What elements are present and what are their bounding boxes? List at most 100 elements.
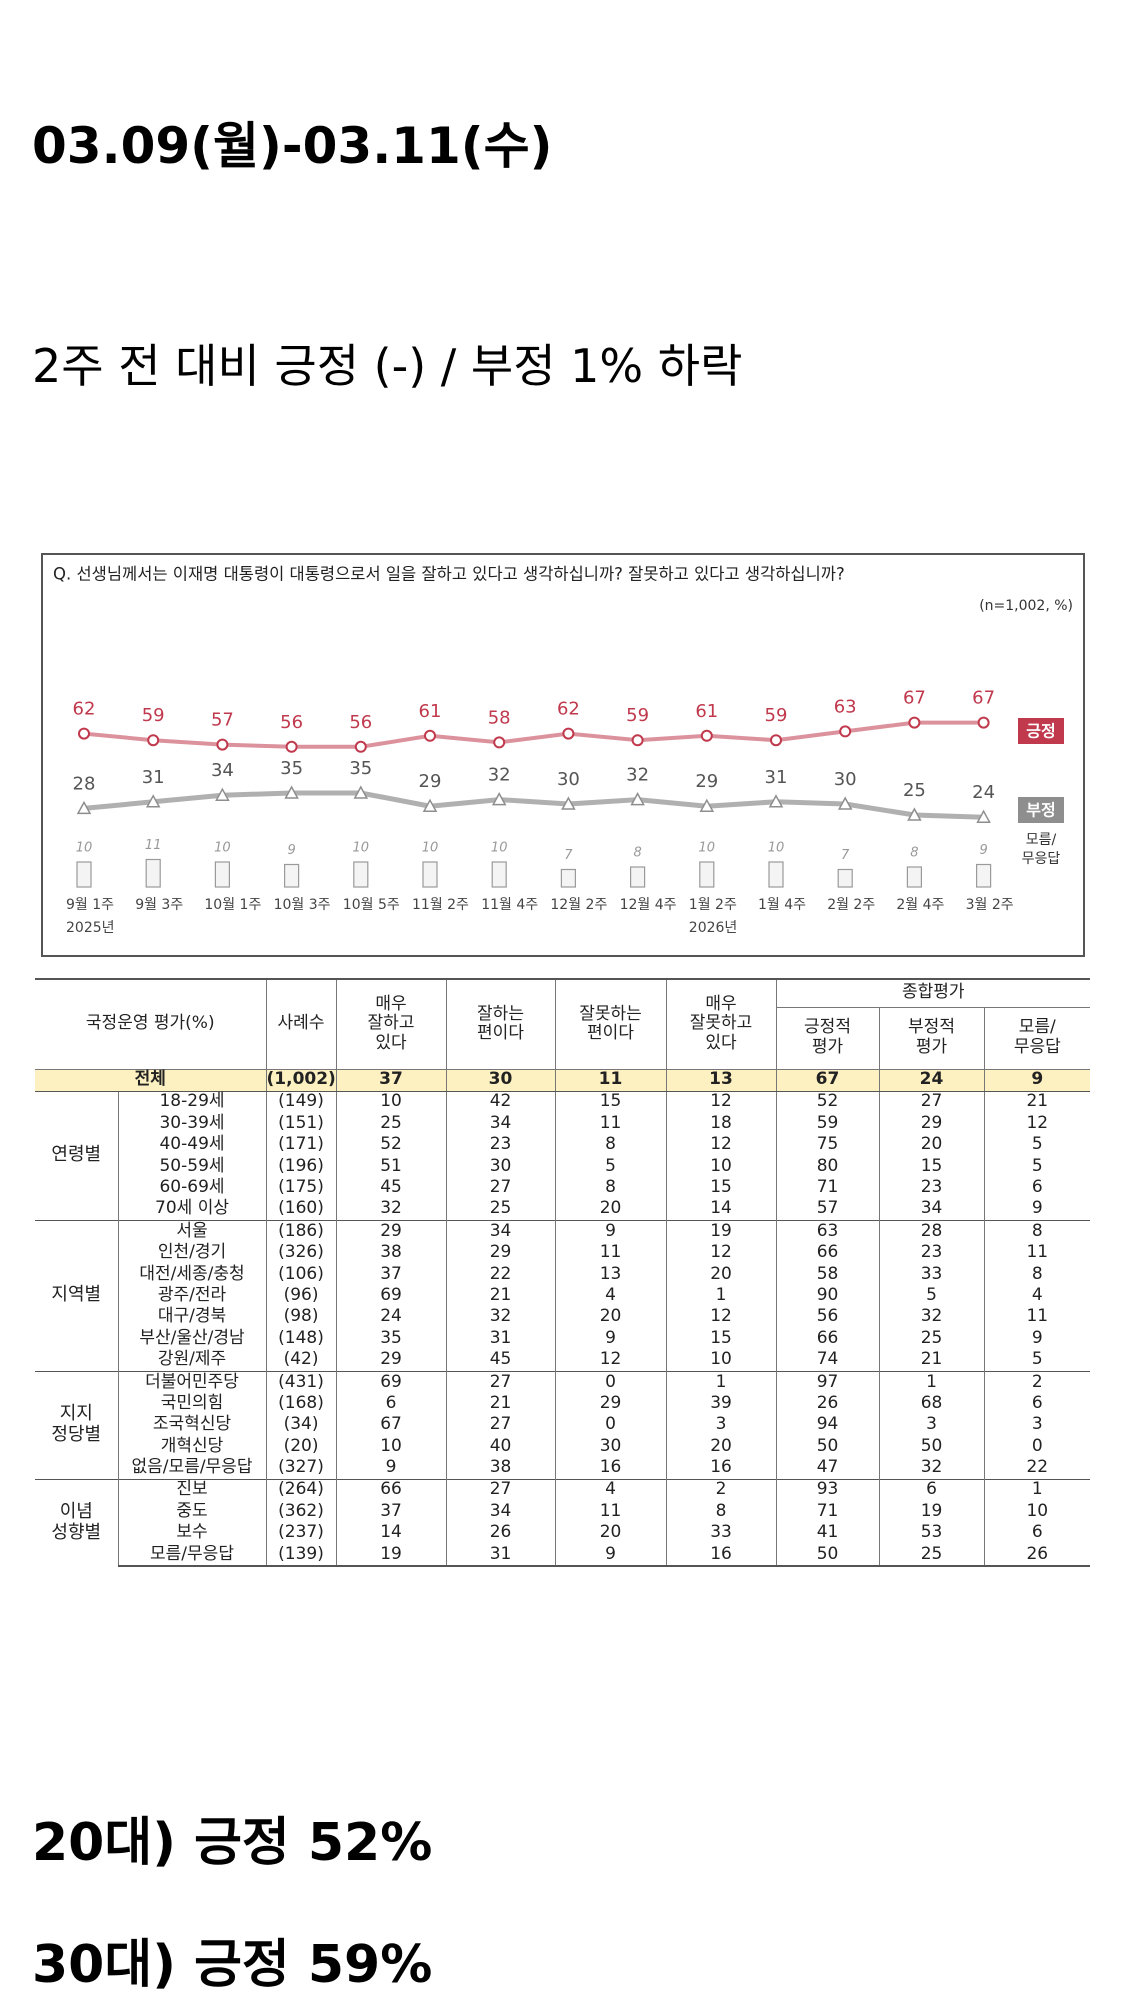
cell: 52 xyxy=(776,1090,880,1113)
cell: 97 xyxy=(776,1370,880,1393)
data-label: 59 xyxy=(626,705,649,726)
point xyxy=(630,792,645,806)
data-row: 대전/세종/충청 (106) 37 22 13 20 58 33 8 xyxy=(35,1264,1090,1286)
cell: 16 xyxy=(666,1457,777,1480)
point xyxy=(422,798,438,812)
cell: 24 xyxy=(879,1069,985,1092)
bar xyxy=(975,863,992,888)
cell: 20 xyxy=(879,1134,985,1156)
cell: 29 xyxy=(336,1349,447,1372)
cell: 4 xyxy=(1031,1284,1043,1305)
cell: 25 xyxy=(879,1544,985,1568)
cell: 93 xyxy=(776,1478,880,1501)
sample-size: (148) xyxy=(266,1328,337,1350)
x-tick-label: 2월 2주 xyxy=(827,897,875,913)
sample-size: (139) xyxy=(266,1544,337,1568)
cell: 26 xyxy=(984,1544,1091,1568)
data-label: 35 xyxy=(349,758,372,779)
cell: 40 xyxy=(446,1436,556,1458)
data-row: 모름/무응답 (139) 19 31 9 16 50 25 26 xyxy=(35,1544,1091,1568)
data-label: 34 xyxy=(211,760,234,781)
data-label: 56 xyxy=(349,712,372,733)
data-row: 연령별 18-29세 (149) 10 42 15 12 52 27 21 xyxy=(35,1090,1091,1221)
bar xyxy=(214,861,230,888)
sample-size: (96) xyxy=(266,1285,337,1307)
cell: 1 xyxy=(666,1285,777,1307)
cell: 9 xyxy=(555,1328,667,1350)
cell: 10 xyxy=(1026,1500,1049,1521)
legend-label: 모름/무응답 xyxy=(1022,832,1061,867)
cell: 31 xyxy=(446,1328,556,1350)
data-label: 30 xyxy=(834,769,857,790)
sample-size: (171) xyxy=(266,1134,337,1156)
cell: 67 xyxy=(336,1414,447,1436)
sample-size: (196) xyxy=(266,1156,337,1178)
cell: 13 xyxy=(555,1264,667,1286)
cell: 66 xyxy=(336,1478,447,1501)
cell: 12 xyxy=(666,1242,777,1264)
bar xyxy=(284,863,300,888)
cell: 20 xyxy=(555,1198,667,1221)
cell: 41 xyxy=(776,1522,880,1544)
cell: 23 xyxy=(879,1242,985,1264)
cell: 28 xyxy=(879,1219,985,1243)
x-tick-label: 12월 4주 xyxy=(620,897,677,913)
cell: 29 xyxy=(555,1393,667,1415)
cell: 16 xyxy=(555,1457,667,1480)
data-label: 8 xyxy=(910,846,918,861)
cell: 57 xyxy=(776,1198,880,1221)
header-cell: 모름/ 무응답 xyxy=(984,1007,1091,1070)
x-tick-label: 11월 4주 xyxy=(481,897,538,913)
cell: 59 xyxy=(776,1113,880,1135)
cell: 25 xyxy=(446,1198,556,1221)
data-label: 29 xyxy=(419,771,442,792)
cell: 0 xyxy=(555,1414,667,1436)
data-label: 24 xyxy=(972,782,995,803)
x-tick-label: 9월 1주 xyxy=(66,897,114,913)
header-row: 긍정적 평가 부정적 평가 모름/ 무응답 xyxy=(35,1007,1091,1070)
row-label: 보수 xyxy=(118,1522,267,1544)
point xyxy=(907,807,922,821)
data-label: 58 xyxy=(488,707,511,728)
cell: 11 xyxy=(555,1113,667,1135)
cell: 21 xyxy=(879,1349,985,1372)
sample-size: (362) xyxy=(266,1501,337,1523)
cell: 38 xyxy=(336,1242,447,1264)
cell: 21 xyxy=(984,1090,1091,1113)
x-tick-label: 11월 2주 xyxy=(412,897,469,913)
row-label: 없음/모름/무응답 xyxy=(118,1457,267,1480)
cell: 5 xyxy=(1031,1155,1043,1176)
cell: 6 xyxy=(1031,1522,1043,1543)
cell: 9 xyxy=(336,1457,447,1480)
cell: 26 xyxy=(446,1522,556,1544)
date-heading: 03.09(월)-03.11(수) xyxy=(32,117,553,175)
cell: 20 xyxy=(666,1264,777,1286)
cell: 34 xyxy=(446,1113,556,1135)
data-label: 10 xyxy=(491,841,508,856)
cell: 11 xyxy=(1026,1306,1049,1327)
header-row: 국정운영 평가(%) 사례수 매우 잘하고 있다 잘하는 편이다 잘못하는 편이다 매우 … xyxy=(35,978,1091,1070)
cell: 10 xyxy=(666,1156,777,1178)
row-label: 서울 xyxy=(118,1219,267,1243)
bar xyxy=(491,861,507,888)
cell: 0 xyxy=(555,1370,667,1393)
data-row: 대구/경북 (98) 24 32 20 12 56 32 11 xyxy=(35,1306,1090,1328)
header-cell: 매우 잘하고 있다 xyxy=(336,978,447,1070)
row-label: 18-29세 xyxy=(118,1090,267,1113)
data-row: 지역별 서울 (186) 29 34 9 19 63 28 8 xyxy=(35,1219,1091,1372)
point xyxy=(145,794,161,808)
cell: 16 xyxy=(666,1544,777,1568)
data-row: 국민의힘 (168) 6 21 29 39 26 68 6 xyxy=(35,1392,1090,1415)
cell: 63 xyxy=(776,1219,880,1243)
cell: 6 xyxy=(1031,1392,1043,1413)
chart-frame xyxy=(41,553,1085,957)
x-tick-label: 2월 4주 xyxy=(896,897,944,913)
cell: 20 xyxy=(555,1522,667,1544)
cell: 4 xyxy=(555,1478,667,1501)
row-label: 인천/경기 xyxy=(118,1242,267,1264)
bar xyxy=(422,861,438,888)
cell: 12 xyxy=(666,1134,777,1156)
data-label: 7 xyxy=(564,848,573,863)
